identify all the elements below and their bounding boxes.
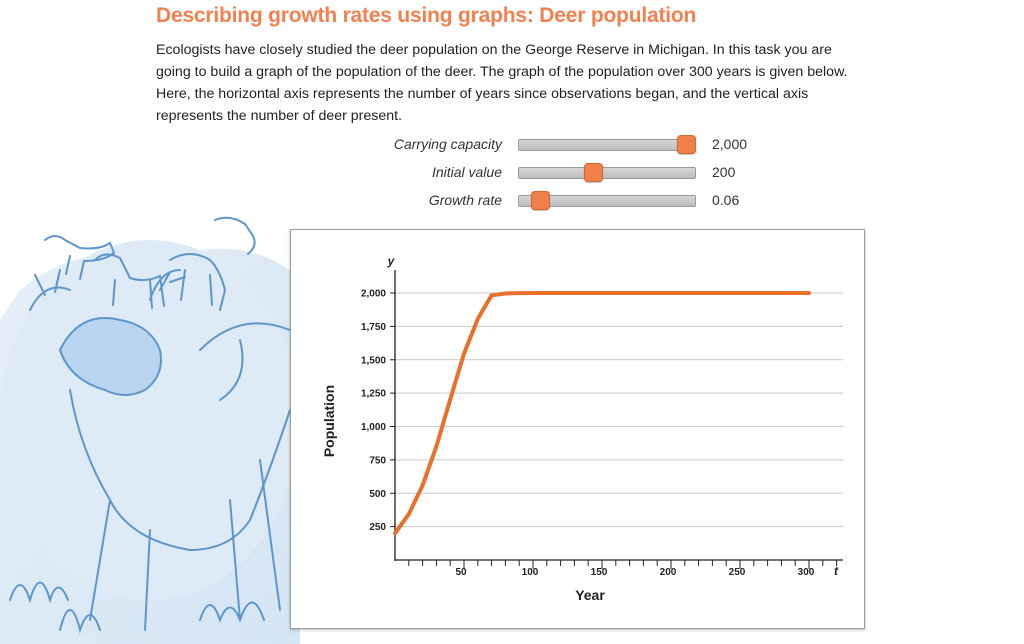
population-chart: 250 500 750 1,000 1,250 1,500 1,750 2,000 50 100 1… (321, 254, 843, 603)
slider-track[interactable] (518, 163, 696, 182)
slider-label: Carrying capacity (393, 136, 502, 152)
y-axis-title: Population (321, 385, 337, 457)
y-tick-label: 2,000 (361, 289, 386, 300)
x-tick-label: 100 (522, 567, 539, 578)
x-axis-title: Year (575, 587, 605, 603)
slider-value: 200 (712, 164, 736, 180)
y-tick-label: 1,750 (361, 322, 386, 333)
intro-text: Ecologists have closely studied the deer… (156, 42, 848, 124)
slider-label: Initial value (431, 164, 502, 180)
slider-value: 0.06 (712, 192, 740, 208)
graph-panel: 250 500 750 1,000 1,250 1,500 1,750 2,000 50 100 1… (290, 229, 865, 629)
slider-thumb[interactable] (531, 191, 551, 210)
slider-thumb[interactable] (677, 135, 697, 154)
slider-thumb[interactable] (583, 163, 603, 182)
y-tick-label: 250 (369, 522, 386, 533)
slider-growth-rate: Growth rate 0.06 (300, 189, 800, 213)
deer-illustration-icon (0, 216, 331, 644)
page-title: Describing growth rates using graphs: De… (156, 4, 697, 27)
slider-carrying-capacity: Carrying capacity 2,000 (300, 133, 800, 157)
y-variable-label: y (387, 254, 396, 268)
y-tick-label: 750 (369, 455, 386, 466)
slider-value: 2,000 (712, 136, 748, 152)
slider-initial-value: Initial value 200 (300, 161, 800, 185)
y-tick-label: 1,500 (361, 355, 386, 366)
population-curve (393, 291, 811, 536)
x-tick-label: 200 (660, 567, 677, 578)
x-tick-label: 250 (729, 567, 746, 578)
y-tick-label: 1,250 (361, 389, 386, 400)
slider-track[interactable] (518, 191, 696, 210)
x-tick-label: 150 (591, 567, 608, 578)
y-tick-label: 1,000 (361, 422, 386, 433)
x-tick-label: 50 (455, 567, 467, 578)
x-variable-label: t (834, 564, 839, 578)
slider-label: Growth rate (428, 192, 502, 208)
slider-track[interactable] (518, 135, 697, 154)
x-tick-label: 300 (798, 567, 815, 578)
y-tick-label: 500 (369, 489, 386, 500)
